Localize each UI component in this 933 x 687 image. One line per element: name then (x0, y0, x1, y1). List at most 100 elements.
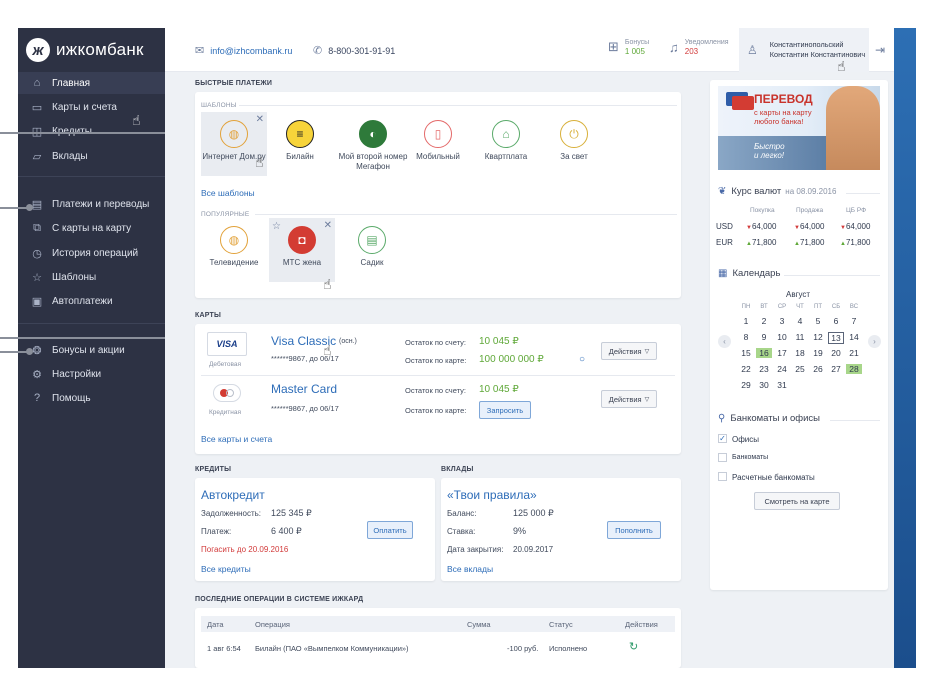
mc-circle-icon (220, 389, 228, 397)
all-templates-link[interactable]: Все шаблоны (201, 188, 255, 198)
header-email[interactable]: ✉ info@izhcombank.ru (195, 44, 292, 57)
chevron-left-icon[interactable]: ‹ (718, 335, 731, 348)
deposit-name-link[interactable]: «Твои правила» (447, 488, 537, 502)
calendar-day[interactable]: 12 (813, 332, 823, 342)
header-phone[interactable]: ✆ 8-800-301-91-91 (313, 44, 395, 57)
sidebar-item-history[interactable]: ◷ История операций (18, 242, 165, 264)
popular-tile[interactable]: ◍ Телевидение (201, 218, 267, 282)
card-actions-button[interactable]: Действия ▽ (601, 342, 657, 360)
card-name-link[interactable]: Visa Classic (271, 334, 337, 348)
close-icon[interactable]: ✕ (323, 220, 332, 231)
show-on-map-button[interactable]: Смотреть на карте (754, 492, 840, 510)
arrow-down-icon: ▼ (746, 225, 752, 231)
user-profile[interactable]: ♙ Константинопольский Константин Констан… (739, 28, 869, 72)
sidebar-item-help[interactable]: ? Помощь (18, 387, 165, 409)
sidebar-item-autopay[interactable]: ▣ Автоплатежи (18, 290, 165, 312)
topup-button[interactable]: Пополнить (607, 521, 661, 539)
request-balance-button[interactable]: Запросить (479, 401, 531, 419)
sidebar-item-deposits[interactable]: ▱ Вклады (18, 145, 165, 167)
template-tile[interactable]: ⏻ За свет (541, 112, 607, 176)
header-notifications[interactable]: ♫ Уведомления 203 (669, 38, 729, 56)
template-tile[interactable]: ◍ Интернет Дом.ру ✕ (201, 112, 267, 176)
calendar-day[interactable]: 9 (761, 332, 767, 342)
history-card: Дата Операция Сумма Статус Действия 1 ав… (195, 608, 681, 668)
settings-icon: ⚙ (32, 368, 42, 381)
calendar-day[interactable]: 1 (743, 316, 749, 326)
calendar-day[interactable]: 11 (795, 332, 805, 342)
calendar-day[interactable]: 5 (815, 316, 821, 326)
fx-cb-value: 71,800 (845, 238, 871, 247)
logo[interactable]: ж ижкомбанк (26, 36, 144, 64)
calendar-icon: ▦ (718, 268, 728, 279)
popular-tile[interactable]: ▤ Садик (339, 218, 405, 282)
sidebar-item-card-to-card[interactable]: ⧉ С карты на карту (18, 217, 165, 239)
sidebar-item-settings[interactable]: ⚙ Настройки (18, 363, 165, 385)
calendar-day[interactable]: 3 (779, 316, 785, 326)
divider (784, 275, 880, 276)
sidebar-item-cards[interactable]: ▭ Карты и счета (18, 96, 165, 118)
all-cards-link[interactable]: Все карты и счета (201, 434, 273, 444)
credit-name-link[interactable]: Автокредит (201, 488, 265, 502)
fx-buy-value: 64,000 (751, 222, 777, 231)
calendar-day[interactable]: 19 (813, 348, 823, 358)
popular-tile[interactable]: ◘ МТС жена ☆ ✕ (269, 218, 335, 282)
logo-mark-icon: ж (26, 38, 50, 62)
calendar-day[interactable]: 29 (741, 380, 751, 390)
calendar-day[interactable]: 6 (833, 316, 839, 326)
logout-icon[interactable]: ⇥ (875, 43, 886, 57)
calendar-day[interactable]: 18 (795, 348, 805, 358)
calendar-day[interactable]: 8 (743, 332, 749, 342)
calendar-day[interactable]: 17 (777, 348, 787, 358)
calendar-day[interactable]: 30 (759, 380, 769, 390)
refresh-icon[interactable]: ○ (579, 354, 586, 365)
all-credits-link[interactable]: Все кредиты (201, 564, 251, 574)
quick-payments-title: БЫСТРЫЕ ПЛАТЕЖИ (195, 80, 273, 87)
template-tile[interactable]: ⌂ Квартплата (473, 112, 539, 176)
card-type: Дебетовая (209, 361, 242, 368)
offices-checkbox[interactable]: ✓ (718, 434, 727, 443)
calendar-day[interactable]: 28 (846, 364, 862, 374)
template-tile[interactable]: ≡ Билайн (267, 112, 333, 176)
header-bonuses[interactable]: ⊞ Бонусы 1 005 (608, 38, 649, 56)
calendar-day[interactable]: 10 (777, 332, 787, 342)
calendar-day[interactable]: 22 (741, 364, 751, 374)
sidebar-item-templates[interactable]: ☆ Шаблоны (18, 266, 165, 288)
payments-icon: ▤ (31, 198, 43, 211)
calendar-day[interactable]: 31 (777, 380, 787, 390)
calendar-day[interactable]: 20 (831, 348, 841, 358)
calendar-day[interactable]: 7 (851, 316, 857, 326)
mobile-icon: ▯ (424, 120, 452, 148)
chevron-right-icon[interactable]: › (868, 335, 881, 348)
calendar-day[interactable]: 26 (813, 364, 823, 374)
card-actions-button[interactable]: Действия ▽ (601, 390, 657, 408)
promo-banner[interactable]: ПЕРЕВОД с карты на карту любого банка! Б… (718, 86, 880, 170)
calendar-day[interactable]: 25 (795, 364, 805, 374)
atms-checkbox[interactable] (718, 453, 727, 462)
calendar-day[interactable]: 23 (759, 364, 769, 374)
sidebar-item-credits[interactable]: ◫ Кредиты (18, 120, 165, 142)
card-name-link[interactable]: Master Card (271, 382, 338, 396)
calendar-day[interactable]: 16 (756, 348, 772, 358)
close-icon[interactable]: ✕ (255, 114, 264, 125)
star-icon[interactable]: ☆ (272, 221, 281, 232)
calendar-day[interactable]: 4 (797, 316, 803, 326)
pay-button[interactable]: Оплатить (367, 521, 413, 539)
template-tile[interactable]: ▯ Мобильный (405, 112, 471, 176)
all-deposits-link[interactable]: Все вклады (447, 564, 494, 574)
calendar-day[interactable]: 15 (741, 348, 751, 358)
calendar-day[interactable]: 14 (849, 332, 859, 342)
email-link[interactable]: info@izhcombank.ru (210, 45, 293, 56)
sidebar-item-payments[interactable]: ▤ Платежи и переводы (18, 193, 165, 215)
sidebar-item-home[interactable]: ⌂ Главная (18, 72, 173, 94)
calendar-day[interactable]: 27 (831, 364, 841, 374)
house-icon: ⌂ (492, 120, 520, 148)
calendar-day[interactable]: 13 (828, 332, 844, 344)
calendar-day[interactable]: 24 (777, 364, 787, 374)
calendar-day[interactable]: 2 (761, 316, 767, 326)
template-tile[interactable]: ◐ Мой второй номер Мегафон (337, 112, 409, 176)
sidebar-item-bonuses[interactable]: ❂ Бонусы и акции (18, 339, 165, 361)
cash-atms-checkbox[interactable] (718, 472, 727, 481)
repeat-icon[interactable]: ↻ (629, 641, 639, 653)
promo-slogan-line: и легко! (754, 151, 785, 160)
calendar-day[interactable]: 21 (849, 348, 859, 358)
